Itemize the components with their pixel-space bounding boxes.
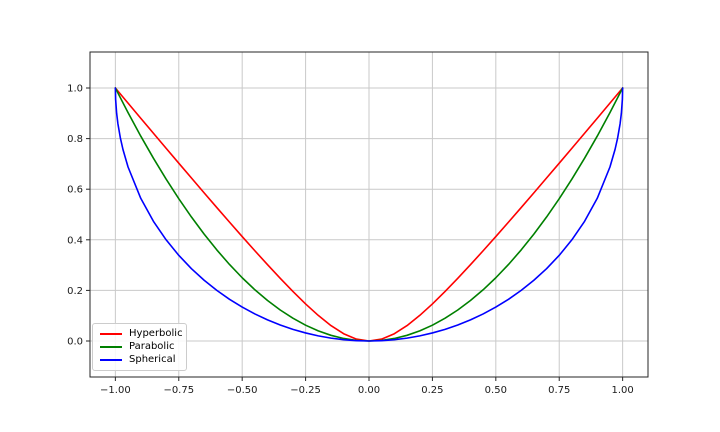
legend-line-swatch bbox=[100, 359, 122, 362]
y-tick-label: 0.2 bbox=[67, 286, 83, 297]
x-tick-label: −0.75 bbox=[163, 385, 194, 396]
x-tick-label: 0.00 bbox=[358, 385, 380, 396]
y-tick-label: 0.0 bbox=[67, 336, 83, 347]
x-tick-label: 0.50 bbox=[485, 385, 507, 396]
legend-line-swatch bbox=[100, 332, 122, 335]
y-tick-label: 0.4 bbox=[67, 235, 83, 246]
x-tick-label: −0.25 bbox=[290, 385, 321, 396]
legend-line-swatch bbox=[100, 345, 122, 348]
x-tick-label: 0.75 bbox=[548, 385, 570, 396]
legend-label: Parabolic bbox=[129, 340, 175, 352]
legend-label: Spherical bbox=[129, 354, 176, 366]
y-tick-label: 1.0 bbox=[67, 84, 83, 95]
x-tick-label: −0.50 bbox=[227, 385, 258, 396]
x-tick-label: 0.25 bbox=[421, 385, 443, 396]
legend-label: Hyperbolic bbox=[129, 327, 183, 339]
y-tick-label: 0.6 bbox=[67, 185, 83, 196]
x-tick-label: −1.00 bbox=[100, 385, 131, 396]
legend-item-spherical: Spherical bbox=[100, 354, 179, 366]
series-spherical-line bbox=[114, 87, 624, 342]
legend-item-parabolic: Parabolic bbox=[100, 341, 179, 353]
y-tick-label: 0.8 bbox=[67, 134, 83, 145]
x-tick-label: 1.00 bbox=[612, 385, 634, 396]
legend: Hyperbolic Parabolic Spherical bbox=[92, 323, 187, 371]
legend-item-hyperbolic: Hyperbolic bbox=[100, 328, 183, 340]
